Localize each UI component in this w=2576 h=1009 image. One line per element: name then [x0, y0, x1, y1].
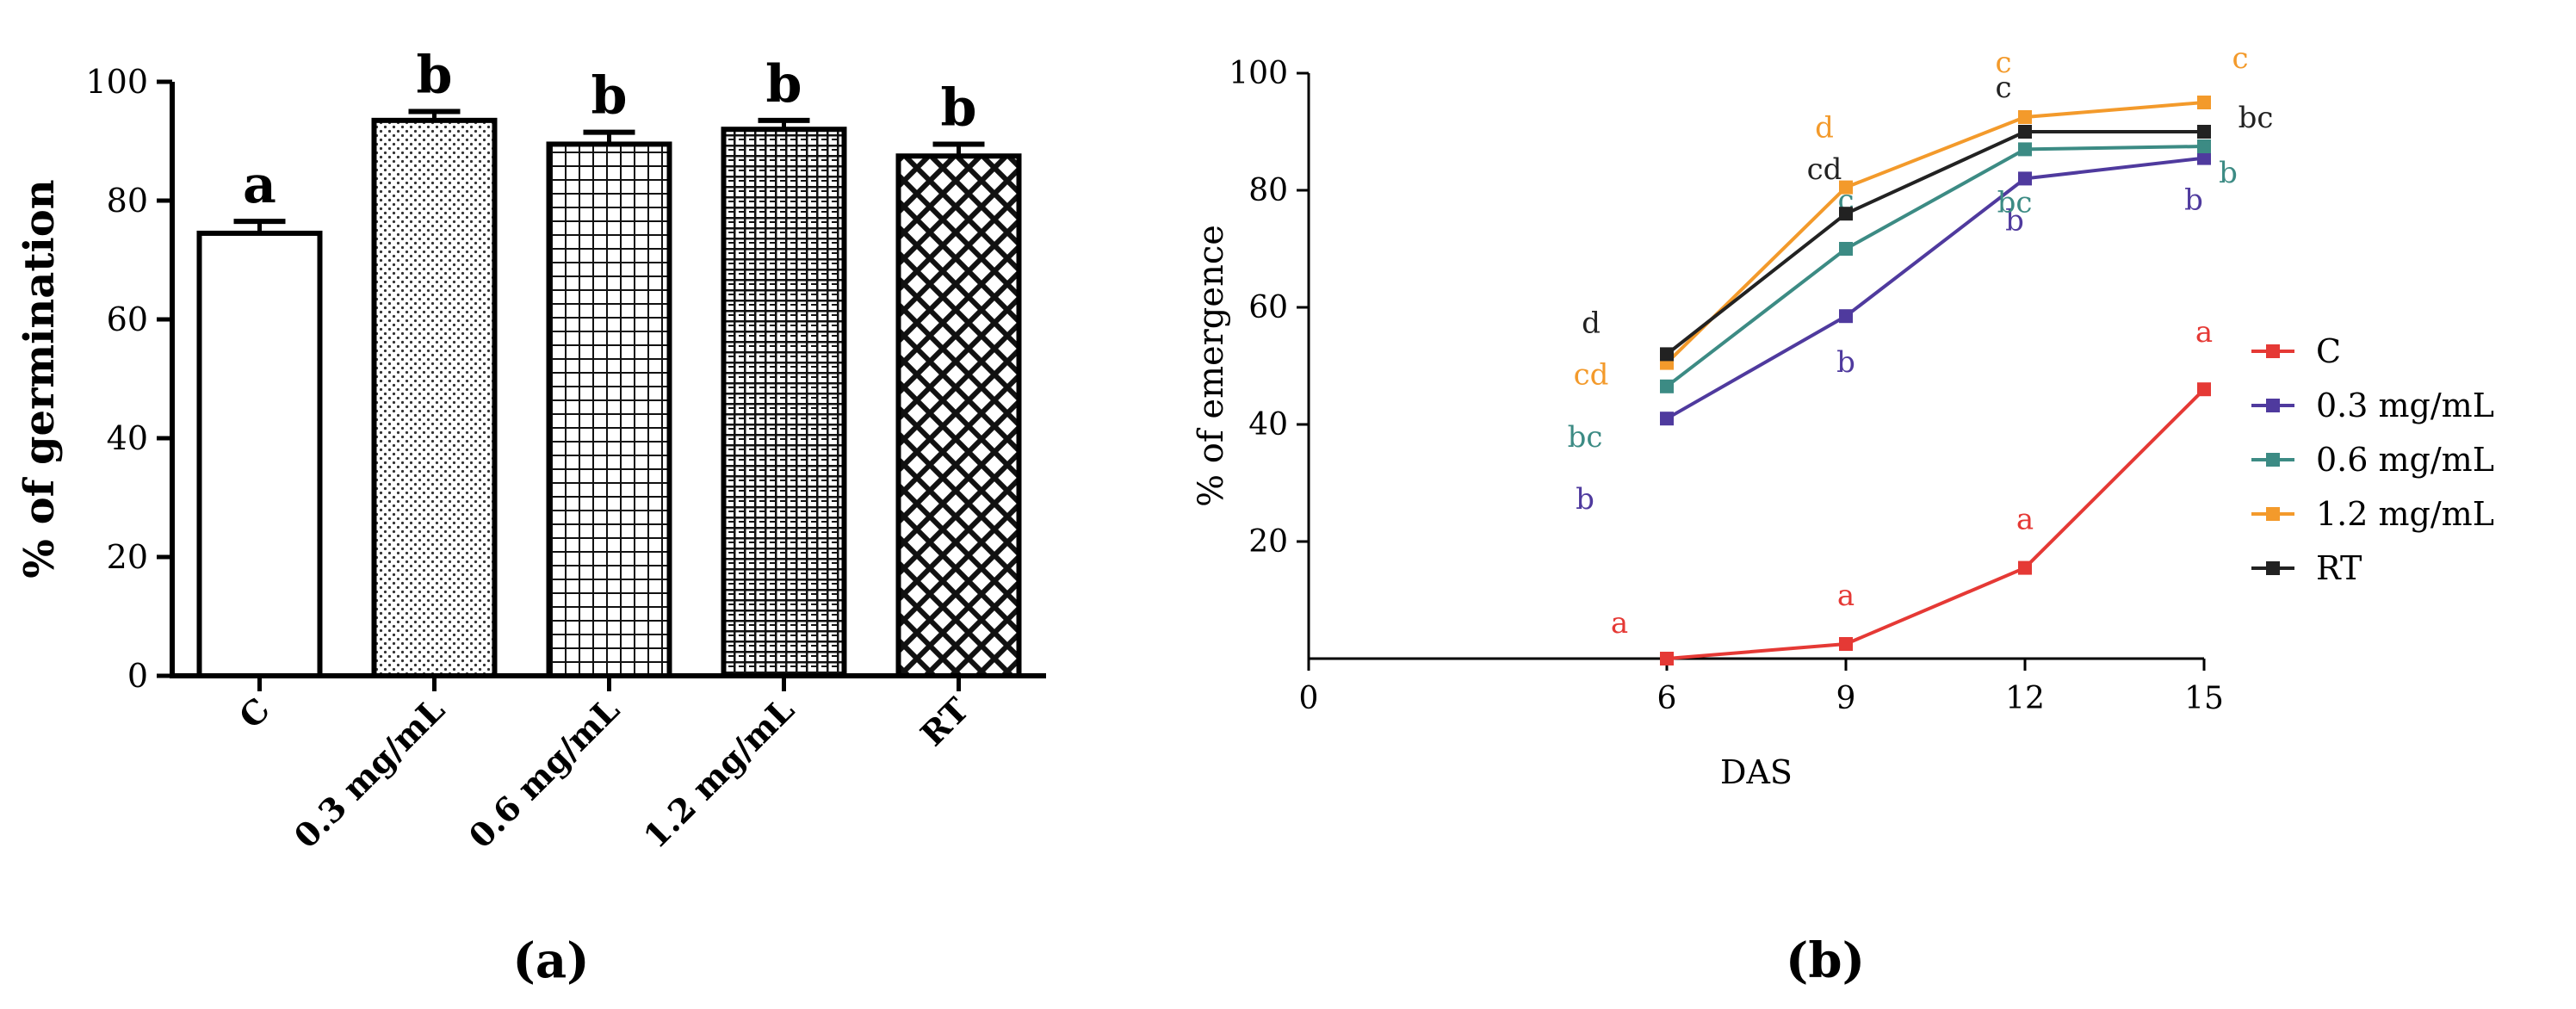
- data-point: [1839, 180, 1853, 195]
- significance-letter: c: [2232, 41, 2248, 76]
- x-tick-label: 6: [1657, 681, 1677, 716]
- data-point: [2018, 110, 2032, 124]
- legend-marker: [2266, 399, 2280, 412]
- significance-letter: b: [2005, 203, 2024, 238]
- y-tick-label: 20: [107, 538, 148, 576]
- x-axis-title: DAS: [1720, 753, 1793, 791]
- significance-letter: c: [1995, 46, 2011, 80]
- y-tick-label: 80: [107, 182, 148, 220]
- x-tick-label: 0.6 mg/mL: [461, 690, 627, 856]
- y-tick-label: 20: [1248, 524, 1288, 560]
- data-point: [2018, 125, 2032, 139]
- germination-bar-chart: 0 20 40 60 80 100 % of germination a Cb 0.3 mg/mL…: [15, 46, 1046, 856]
- significance-letter: bc: [1997, 185, 2033, 220]
- series-line: [1665, 101, 2205, 365]
- data-point: [1839, 207, 1853, 221]
- significance-letter: bc: [2239, 101, 2274, 135]
- data-point: [2018, 142, 2032, 157]
- bar: [196, 230, 323, 678]
- legend-label: 0.6 mg/mL: [2316, 441, 2494, 479]
- significance-letter: b: [2184, 183, 2203, 218]
- significance-letter: a: [243, 155, 276, 215]
- significance-letter: b: [2219, 156, 2238, 190]
- significance-letter: b: [1836, 345, 1855, 380]
- significance-letter: b: [417, 46, 453, 106]
- bar: [721, 127, 847, 678]
- x-tick-label: 1.2 mg/mL: [636, 690, 802, 856]
- data-point: [1839, 242, 1853, 256]
- data-point: [2197, 151, 2211, 165]
- x-tick-label: 0.3 mg/mL: [287, 690, 452, 856]
- x-tick-label: 15: [2184, 681, 2224, 716]
- series-line: [1665, 145, 2205, 388]
- significance-letter: b: [1576, 482, 1595, 517]
- significance-letter: b: [766, 54, 802, 115]
- significance-letter: d: [1815, 111, 1834, 145]
- x-tick-label: 0: [1299, 681, 1319, 716]
- y-tick-label: 60: [1248, 290, 1288, 325]
- data-point: [1839, 637, 1853, 651]
- panel-a-label: (a): [512, 932, 589, 989]
- data-point: [2197, 96, 2211, 109]
- legend-marker: [2266, 453, 2280, 467]
- series-line: [1665, 130, 2204, 356]
- significance-letter: a: [2016, 503, 2034, 537]
- x-tick-label: RT: [913, 690, 976, 754]
- legend-marker: [2266, 507, 2280, 521]
- y-tick-label: 40: [1248, 407, 1288, 443]
- series-line: [1666, 387, 2206, 660]
- significance-letter: a: [1611, 606, 1628, 641]
- data-point: [1839, 309, 1853, 324]
- legend-label: C: [2316, 332, 2341, 370]
- series-line: [1666, 156, 2205, 420]
- y-tick-label: 0: [127, 657, 148, 695]
- significance-letter: b: [591, 66, 628, 127]
- significance-letter: d: [1582, 306, 1601, 340]
- significance-letter: bc: [1568, 420, 1603, 455]
- significance-letter: cd: [1574, 358, 1609, 393]
- significance-letter: cd: [1807, 152, 1842, 187]
- bar: [546, 141, 672, 678]
- data-point: [2197, 125, 2211, 139]
- x-tick-label: C: [232, 690, 277, 736]
- data-point: [2018, 171, 2032, 186]
- data-point: [1660, 412, 1674, 426]
- legend-label: 0.3 mg/mL: [2316, 387, 2494, 424]
- significance-letter: a: [2195, 315, 2213, 350]
- emergence-line-chart: 20 40 60 80 100 0 6 9 12 15 DAS % of emergence a a a a b…: [1192, 41, 2494, 791]
- x-tick-label: 12: [2005, 681, 2045, 716]
- y-tick-label: 100: [85, 63, 148, 101]
- data-point: [1660, 347, 1674, 362]
- data-point: [2197, 382, 2211, 397]
- data-point: [2197, 139, 2211, 153]
- panel-b-label: (b): [1786, 932, 1865, 989]
- x-tick-label: 9: [1836, 681, 1856, 716]
- legend-label: RT: [2316, 549, 2362, 587]
- legend-marker: [2266, 344, 2280, 358]
- data-point: [1660, 652, 1674, 665]
- y-tick-label: 60: [107, 300, 148, 338]
- y-axis-title: % of germination: [15, 179, 64, 578]
- data-point: [2018, 560, 2032, 575]
- y-tick-label: 40: [107, 419, 148, 457]
- y-axis-title: % of emergence: [1192, 225, 1231, 507]
- bar: [371, 117, 498, 679]
- data-point: [1660, 379, 1674, 393]
- legend-label: 1.2 mg/mL: [2316, 495, 2494, 533]
- significance-letter: c: [1995, 71, 2011, 105]
- legend-marker: [2266, 561, 2280, 575]
- bar: [895, 153, 1022, 678]
- significance-letter: a: [1837, 579, 1855, 613]
- y-tick-label: 100: [1229, 56, 1288, 91]
- y-tick-label: 80: [1248, 173, 1288, 208]
- significance-letter: b: [941, 77, 977, 138]
